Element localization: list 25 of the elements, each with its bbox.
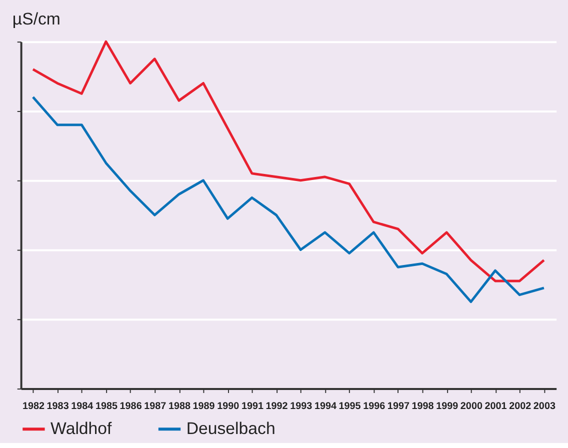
x-tick-label: 1991 bbox=[241, 400, 264, 412]
x-tick-label: 2001 bbox=[484, 400, 508, 412]
x-tick-label: 1987 bbox=[144, 400, 167, 412]
x-tick-label: 1999 bbox=[436, 400, 459, 412]
x-tick-label: 1992 bbox=[266, 400, 288, 412]
x-tick-label: 1985 bbox=[95, 400, 118, 412]
x-tick-label: 1997 bbox=[387, 400, 410, 412]
x-tick-label: 1995 bbox=[338, 400, 362, 412]
x-tick-label: 1982 bbox=[22, 400, 45, 412]
x-tick-label: 1994 bbox=[314, 400, 337, 412]
x-tick-label: 2002 bbox=[509, 400, 532, 412]
x-tick-label: 1996 bbox=[363, 400, 386, 412]
x-tick-label: 1988 bbox=[168, 400, 191, 412]
x-tick-label: 2000 bbox=[460, 400, 483, 412]
y-axis-title: µS/cm bbox=[12, 9, 60, 28]
x-tick-label: 1989 bbox=[192, 400, 216, 412]
x-tick-label: 1986 bbox=[120, 400, 142, 412]
x-tick-label: 1990 bbox=[217, 400, 240, 412]
x-tick-label: 1998 bbox=[412, 400, 434, 412]
legend-label: Deuselbach bbox=[186, 419, 276, 438]
x-tick-label: 1984 bbox=[71, 400, 94, 412]
x-tick-label: 2003 bbox=[533, 400, 556, 412]
legend-label: Waldhof bbox=[50, 419, 112, 438]
x-tick-label: 1993 bbox=[290, 400, 313, 412]
x-tick-label: 1983 bbox=[46, 400, 70, 412]
